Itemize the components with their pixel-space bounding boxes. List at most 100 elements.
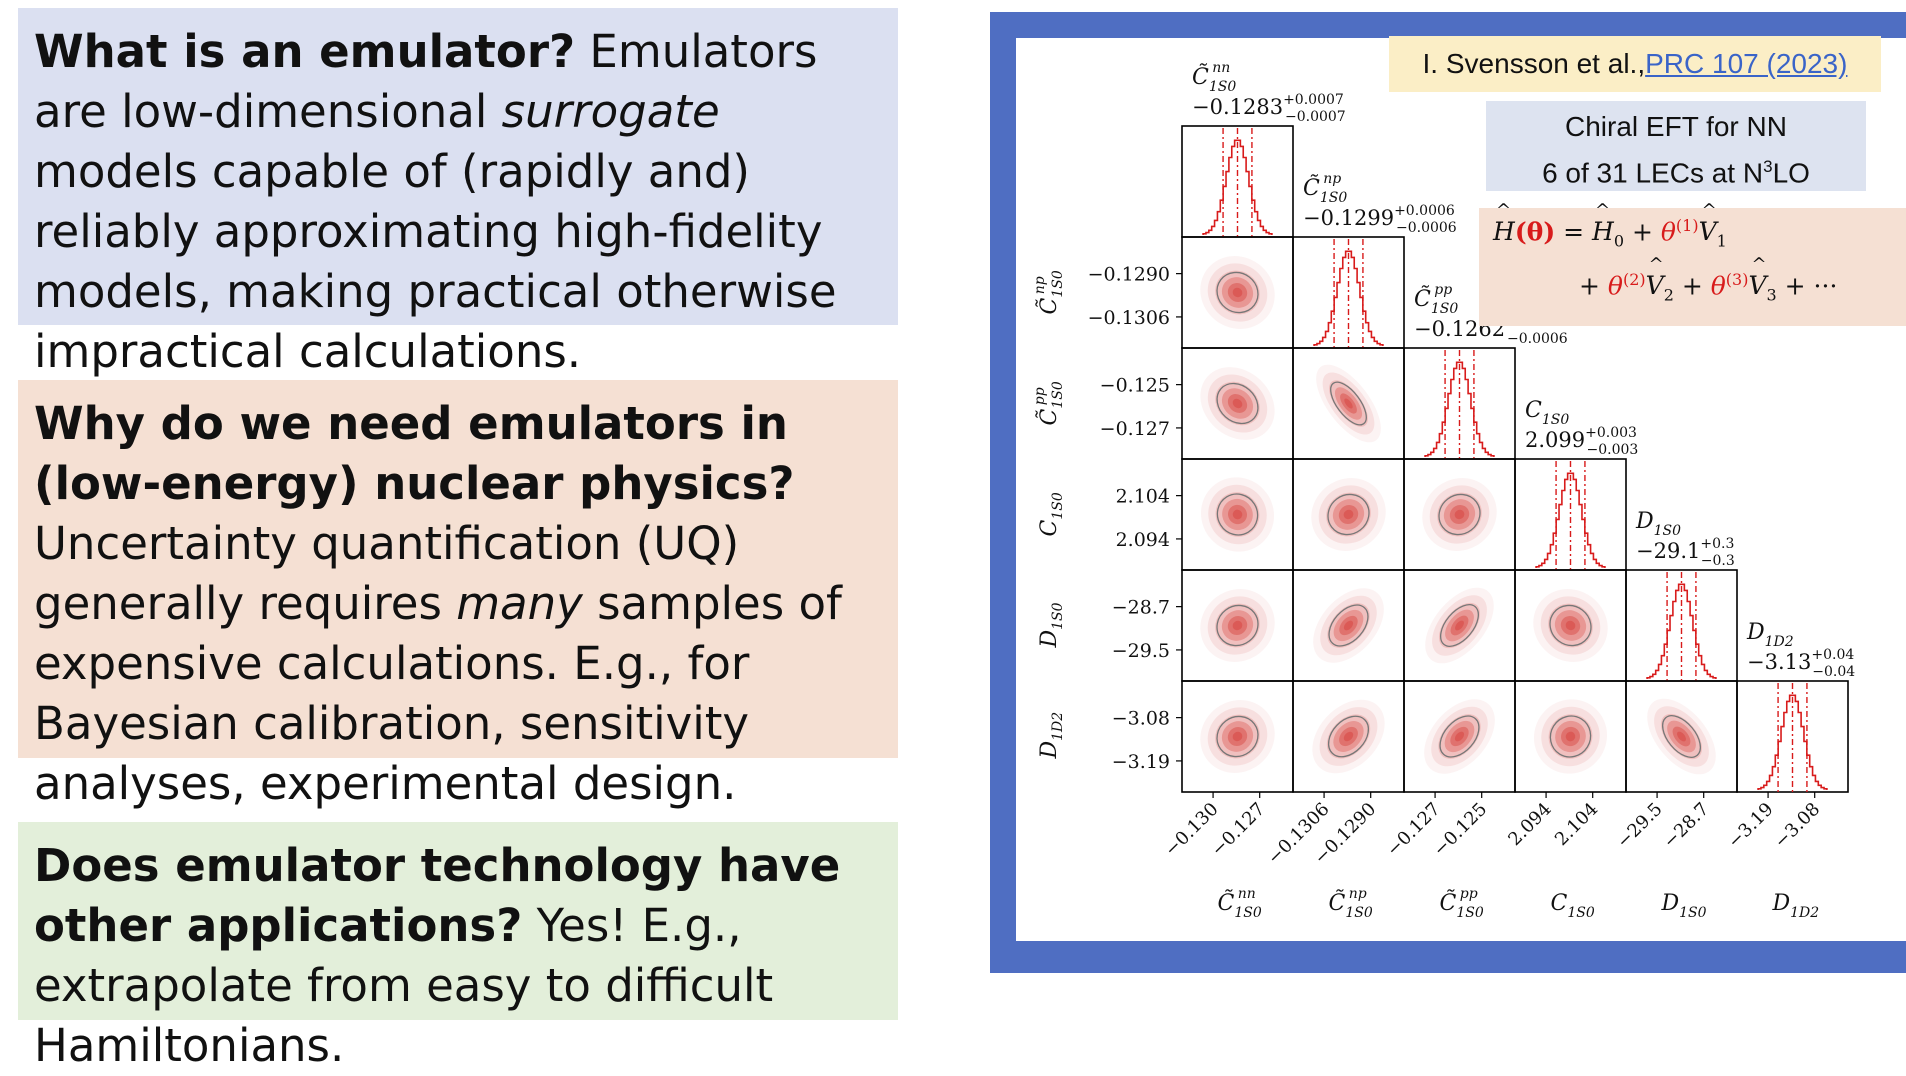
chiral-eft-box: Chiral EFT for NN 6 of 31 LECs at N3LO (1486, 101, 1866, 191)
xlabel-2: C̃1S0pp (1440, 886, 1484, 921)
equals: = (1555, 217, 1592, 247)
ylabel-3: C1S0 (1037, 492, 1066, 536)
density-level-4-3-5 (1565, 620, 1576, 631)
density-level-4-1-5 (1343, 620, 1354, 631)
v1-hat: V (1699, 200, 1717, 246)
other-applications-box: Does emulator technology have other appl… (18, 822, 898, 1072)
ylabel-sup-1: np (1032, 276, 1048, 294)
param-minus-5: −0.04 (1812, 664, 1855, 680)
citation-box: I. Svensson et al.,PRC 107 (2023) (1389, 36, 1881, 92)
param-symbol-3: C1S0 (1525, 398, 1569, 428)
param-sup-1: np (1323, 171, 1341, 187)
param-sub-0: 1S0 (1209, 79, 1236, 95)
density-1-0 (1200, 256, 1275, 329)
h0-hat: H (1592, 200, 1614, 246)
param-sub-3: 1S0 (1542, 412, 1569, 428)
contour-4-3 (1549, 604, 1592, 647)
citation-link[interactable]: PRC 107 (2023) (1645, 48, 1848, 79)
box3-heading: Does emulator technology have other appl… (34, 839, 841, 952)
density-4-2 (1425, 587, 1494, 664)
ylabel-1: C̃1S0np (1032, 270, 1066, 314)
histogram-1 (1313, 250, 1384, 346)
ylabel-5: D1D2 (1037, 712, 1066, 760)
box2-emphasis: many (456, 577, 583, 630)
param-symbol-1: C̃1S0np (1303, 171, 1347, 206)
density-4-1 (1313, 588, 1384, 663)
ytick-label-5-0: −3.08 (1112, 708, 1170, 730)
param-symbol-0: C̃1S0nn (1192, 60, 1236, 95)
ylabel-sub-2: 1S0 (1050, 381, 1066, 408)
histogram-0 (1202, 139, 1273, 235)
v3-hat: V (1748, 254, 1766, 300)
param-minus-1: −0.0006 (1396, 220, 1457, 236)
citation-author: I. Svensson et al., (1422, 48, 1646, 79)
param-plus-0: +0.0007 (1283, 92, 1344, 108)
density-5-1 (1312, 699, 1385, 774)
density-level-2-0-5 (1232, 398, 1243, 409)
why-emulators-box: Why do we need emulators in (low-energy)… (18, 380, 898, 810)
histogram-5 (1757, 694, 1828, 790)
histogram-2 (1424, 361, 1495, 457)
contour-5-0 (1216, 715, 1259, 758)
theta3-sup: (3) (1725, 270, 1749, 289)
eft-line2-post: LO (1772, 157, 1810, 189)
xlabel-5: D1D2 (1772, 891, 1820, 921)
corner-plot: C̃1S0nn−0.1283+0.0007 −0.0007C̃1S0np−0.12… (1032, 60, 1855, 921)
density-4-3 (1533, 589, 1608, 662)
xlabel-sup-1: np (1349, 886, 1367, 902)
density-level-5-3-5 (1565, 731, 1576, 742)
ytick-label-1-0: −0.1290 (1088, 264, 1170, 286)
density-4-0 (1200, 589, 1275, 662)
xlabel-3: C1S0 (1551, 891, 1595, 921)
eft-line2-pre: 6 of 31 LECs at N (1542, 157, 1764, 189)
box2-text1: Uncertainty quantification (UQ) generall… (34, 517, 740, 630)
density-level-1-0-5 (1232, 287, 1243, 298)
theta3: θ (1710, 271, 1726, 301)
hamiltonian-line1: H(θ) = H0 + θ(1)V1 (1493, 200, 1727, 250)
xtick-label-3-0: 2.094 (1504, 799, 1555, 850)
density-level-5-2-5 (1454, 731, 1465, 742)
h-hat: H (1493, 200, 1515, 246)
contour-2-1 (1330, 381, 1367, 426)
density-5-3 (1533, 699, 1608, 774)
density-5-2 (1424, 699, 1495, 774)
xlabel-sup-2: pp (1460, 886, 1478, 902)
density-5-0 (1200, 700, 1275, 773)
xlabel-sub-5: 1D2 (1790, 905, 1819, 921)
param-symbol-2: C̃1S0pp (1414, 282, 1458, 317)
xtick-label-5-1: −3.08 (1770, 799, 1824, 853)
box1-text2: models capable of (rapidly and) reliably… (34, 145, 837, 378)
param-sub-2: 1S0 (1431, 301, 1458, 317)
xlabel-sub-1: 1S0 (1345, 905, 1372, 921)
density-2-0 (1200, 367, 1275, 440)
contour-4-0 (1216, 604, 1259, 647)
ylabel-sub-5: 1D2 (1050, 712, 1066, 741)
density-level-5-0-5 (1232, 731, 1243, 742)
dots: + ··· (1776, 271, 1838, 301)
param-median-1: −0.1299+0.0006 −0.0006 (1303, 203, 1457, 236)
ytick-label-1-1: −0.1306 (1088, 307, 1170, 329)
contour-5-1 (1327, 715, 1370, 758)
plus-1: + (1624, 217, 1661, 247)
xtick-label-4-0: −29.5 (1613, 799, 1667, 853)
param-sup-0: nn (1212, 60, 1230, 76)
histogram-4 (1646, 583, 1717, 679)
eft-line1: Chiral EFT for NN (1565, 111, 1787, 142)
theta1-sup: (1) (1675, 216, 1699, 235)
ylabel-sub-4: 1S0 (1050, 602, 1066, 629)
param-plus-3: +0.003 (1585, 425, 1637, 441)
param-minus-4: −0.3 (1701, 553, 1735, 569)
hamiltonian-equation: H(θ) = H0 + θ(1)V1 + θ(2)V2 + θ(3)V3 + ·… (1479, 200, 1906, 326)
param-symbol-4: D1S0 (1635, 509, 1681, 539)
emulator-definition-box: What is an emulator? Emulators are low-d… (18, 8, 898, 378)
v3-sub: 3 (1766, 285, 1777, 305)
param-median-3: 2.099+0.003 −0.003 (1525, 425, 1638, 458)
xtick-label-5-0: −3.19 (1724, 799, 1778, 853)
xlabel-sub-0: 1S0 (1234, 905, 1261, 921)
ylabel-sub-1: 1S0 (1050, 270, 1066, 297)
param-median-4: −29.1+0.3 −0.3 (1636, 536, 1735, 569)
v2-sub: 2 (1663, 285, 1674, 305)
theta-vector: (θ) (1514, 217, 1556, 247)
contour-1-0 (1216, 271, 1259, 314)
theta2-sup: (2) (1622, 270, 1646, 289)
